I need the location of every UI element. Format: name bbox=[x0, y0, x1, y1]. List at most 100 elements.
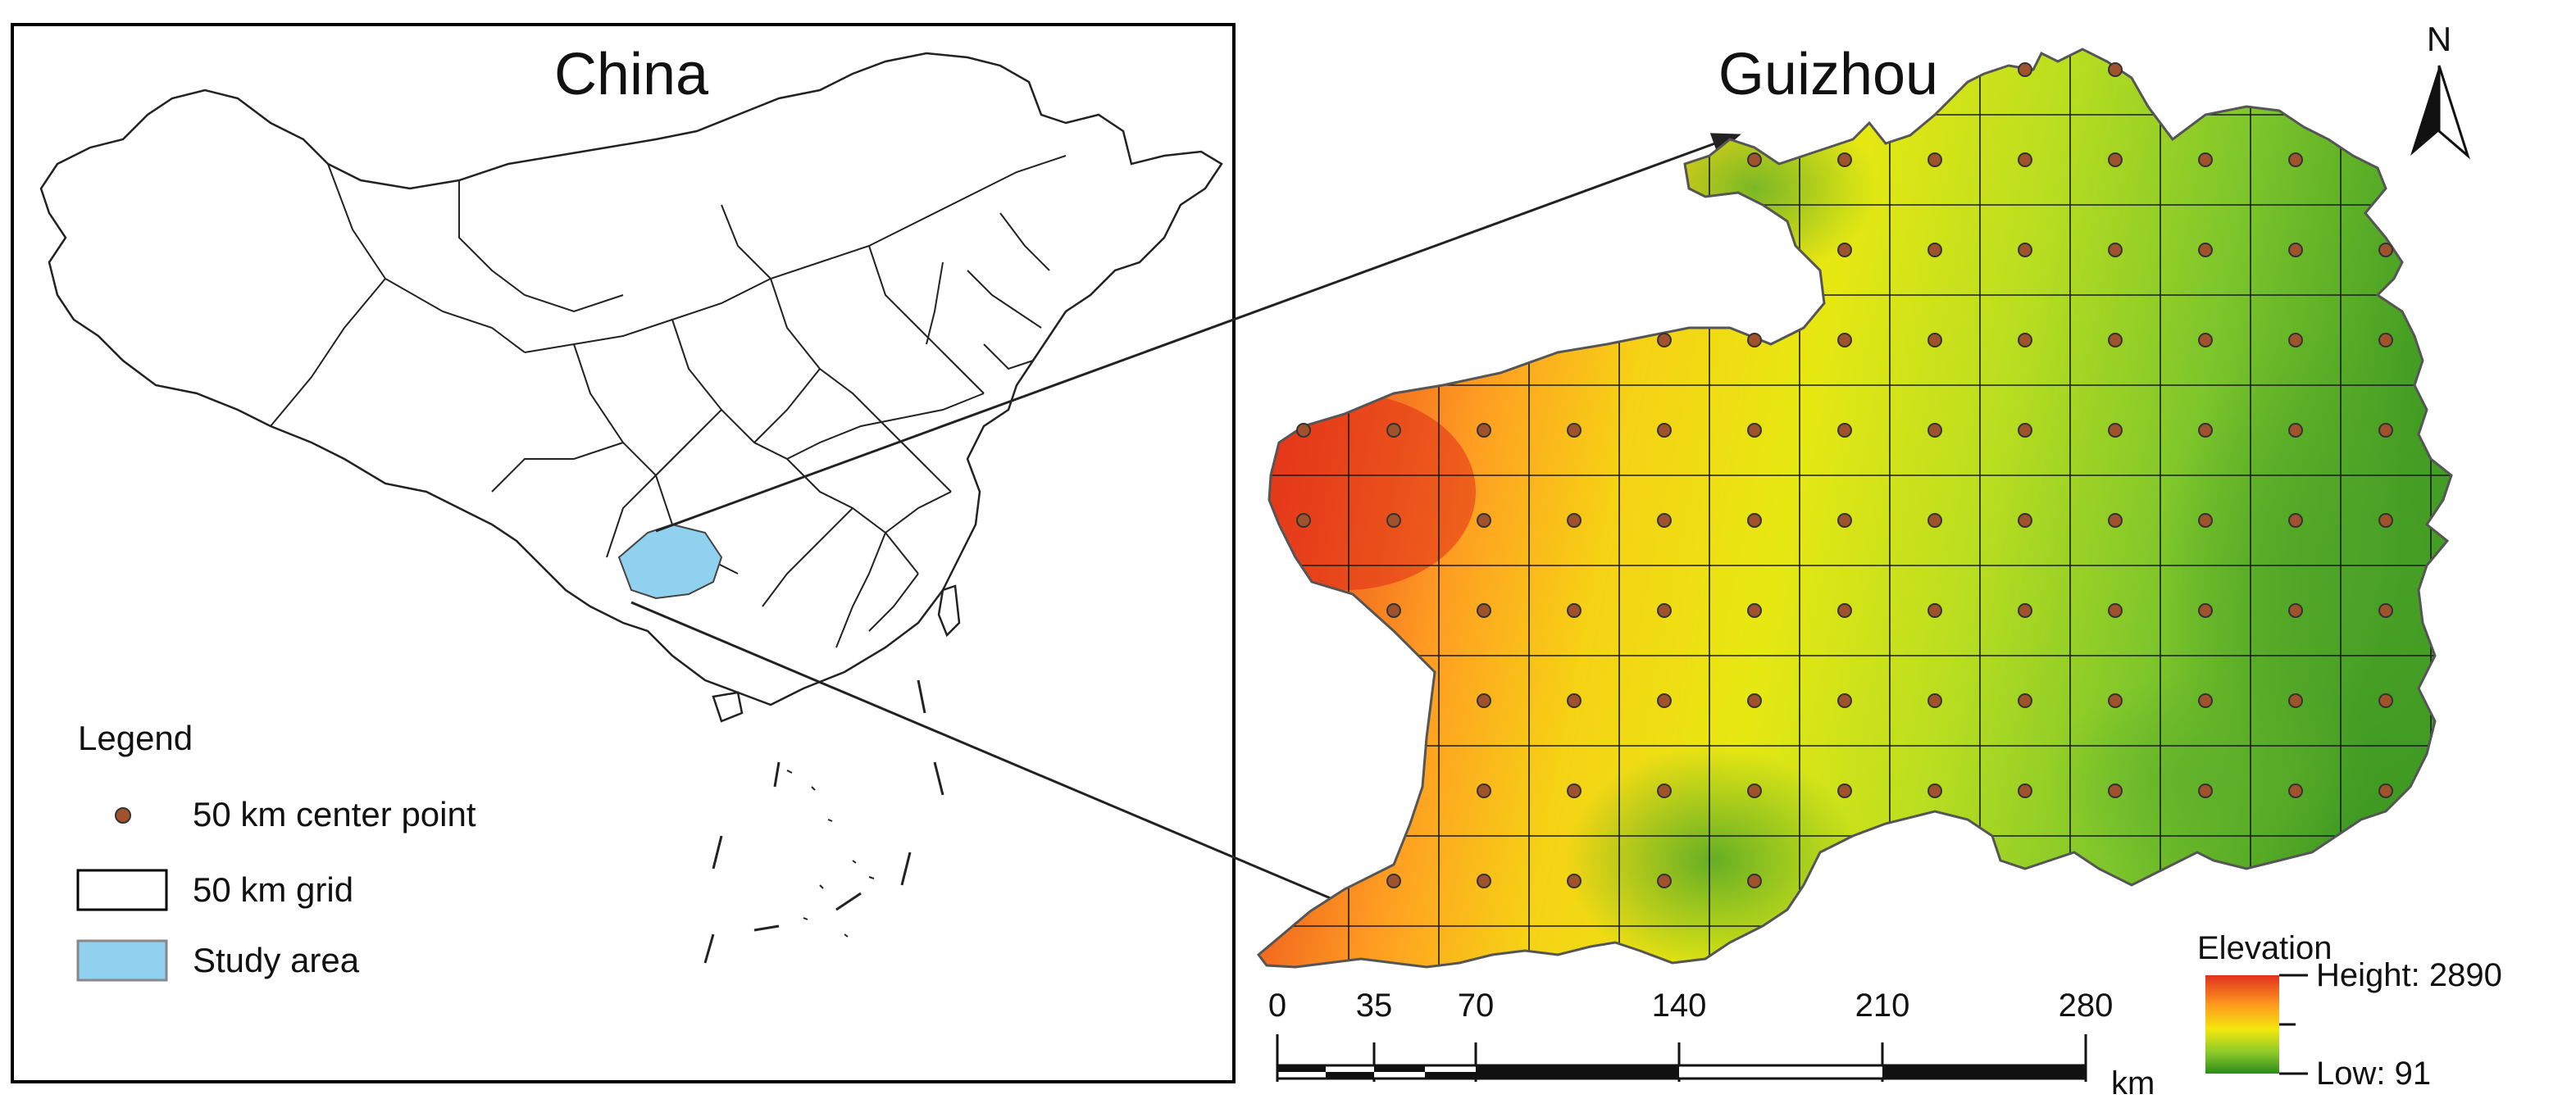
center-point bbox=[2198, 783, 2213, 798]
center-point bbox=[1837, 423, 1852, 438]
scale-tick-70: 70 bbox=[1458, 988, 1495, 1024]
center-point bbox=[1657, 513, 1672, 528]
center-point bbox=[1296, 513, 1311, 528]
connector-line-bottom bbox=[630, 601, 1440, 946]
center-point bbox=[1927, 243, 1942, 257]
center-point bbox=[1657, 874, 1672, 888]
center-point bbox=[1386, 874, 1401, 888]
south-china-sea-dashes bbox=[703, 679, 944, 964]
hainan-island bbox=[712, 691, 744, 723]
center-point bbox=[2108, 152, 2123, 167]
center-point bbox=[1477, 693, 1491, 708]
china-outline bbox=[39, 52, 1223, 706]
center-point bbox=[2018, 783, 2032, 798]
center-point bbox=[1386, 423, 1401, 438]
center-point bbox=[1927, 513, 1942, 528]
center-point bbox=[2198, 333, 2213, 347]
grid-cell-icon bbox=[76, 869, 168, 911]
legend-item-grid: 50 km grid bbox=[193, 870, 353, 909]
center-point bbox=[1747, 513, 1762, 528]
china-map bbox=[39, 52, 1223, 964]
center-point bbox=[2288, 783, 2303, 798]
elevation-legend-title: Elevation bbox=[2197, 930, 2333, 966]
center-point bbox=[2108, 513, 2123, 528]
center-point bbox=[1747, 152, 1762, 167]
center-point bbox=[1837, 243, 1852, 257]
center-point bbox=[1927, 693, 1942, 708]
center-point bbox=[1927, 783, 1942, 798]
center-point bbox=[2378, 423, 2393, 438]
center-point bbox=[1567, 513, 1582, 528]
elevation-low-label: Low: 91 bbox=[2316, 1056, 2431, 1092]
center-point bbox=[1296, 423, 1311, 438]
center-point bbox=[1567, 783, 1582, 798]
center-point bbox=[1567, 603, 1582, 618]
center-point bbox=[1927, 333, 1942, 347]
study-area-icon bbox=[76, 939, 168, 982]
legend-item-study-area: Study area bbox=[193, 941, 360, 979]
center-point bbox=[1567, 693, 1582, 708]
center-point bbox=[1747, 783, 1762, 798]
scale-tick-0: 0 bbox=[1268, 988, 1286, 1024]
center-point bbox=[2198, 603, 2213, 618]
center-point bbox=[1567, 423, 1582, 438]
guizhou-panel: Guizhou N Elevation bbox=[1256, 20, 2502, 1099]
north-arrow-label: N bbox=[2427, 20, 2451, 58]
center-point bbox=[1837, 783, 1852, 798]
china-panel-title: China bbox=[554, 42, 709, 107]
center-point bbox=[2018, 693, 2032, 708]
center-point bbox=[1747, 423, 1762, 438]
center-point bbox=[1927, 423, 1942, 438]
center-point bbox=[1386, 513, 1401, 528]
guizhou-boundary bbox=[1256, 48, 2453, 969]
center-point bbox=[1657, 333, 1672, 347]
center-point bbox=[1477, 874, 1491, 888]
center-point bbox=[1567, 874, 1582, 888]
center-point bbox=[2198, 243, 2213, 257]
center-point bbox=[2288, 423, 2303, 438]
center-point bbox=[2198, 152, 2213, 167]
center-point bbox=[2108, 783, 2123, 798]
center-point bbox=[2378, 243, 2393, 257]
province-borders bbox=[270, 155, 1067, 648]
scale-tick-280: 280 bbox=[2059, 988, 2114, 1024]
center-point bbox=[2288, 243, 2303, 257]
center-point bbox=[1837, 152, 1852, 167]
center-point bbox=[2018, 243, 2032, 257]
center-points bbox=[1296, 62, 2393, 888]
center-point bbox=[2378, 783, 2393, 798]
center-point bbox=[2288, 693, 2303, 708]
center-point bbox=[2108, 333, 2123, 347]
center-point bbox=[1837, 513, 1852, 528]
center-point bbox=[1657, 693, 1672, 708]
scale-bar: 0 35 70 140 210 280 km bbox=[1268, 988, 2155, 1099]
center-point bbox=[1927, 603, 1942, 618]
center-point bbox=[1477, 513, 1491, 528]
legend-title: Legend bbox=[78, 719, 193, 757]
legend-item-center-point: 50 km center point bbox=[193, 795, 476, 833]
center-point bbox=[2288, 333, 2303, 347]
center-point bbox=[2378, 333, 2393, 347]
center-point bbox=[1386, 603, 1401, 618]
china-panel: China bbox=[11, 23, 1236, 1083]
taiwan-island bbox=[937, 584, 961, 638]
center-point bbox=[2018, 62, 2032, 77]
scale-unit: km bbox=[2111, 1065, 2155, 1099]
center-point bbox=[2108, 603, 2123, 618]
center-point bbox=[2108, 693, 2123, 708]
center-point bbox=[2288, 603, 2303, 618]
center-point bbox=[1747, 603, 1762, 618]
center-point bbox=[2378, 603, 2393, 618]
center-point bbox=[1747, 333, 1762, 347]
center-point bbox=[2198, 693, 2213, 708]
guizhou-panel-title: Guizhou bbox=[1718, 42, 1938, 107]
center-point bbox=[2108, 423, 2123, 438]
center-point bbox=[1477, 423, 1491, 438]
center-point bbox=[2378, 513, 2393, 528]
center-point bbox=[2018, 423, 2032, 438]
center-point bbox=[1747, 693, 1762, 708]
elevation-map bbox=[1256, 48, 2453, 969]
center-point bbox=[1837, 693, 1852, 708]
scattered-islets bbox=[786, 770, 875, 938]
center-point bbox=[2018, 603, 2032, 618]
